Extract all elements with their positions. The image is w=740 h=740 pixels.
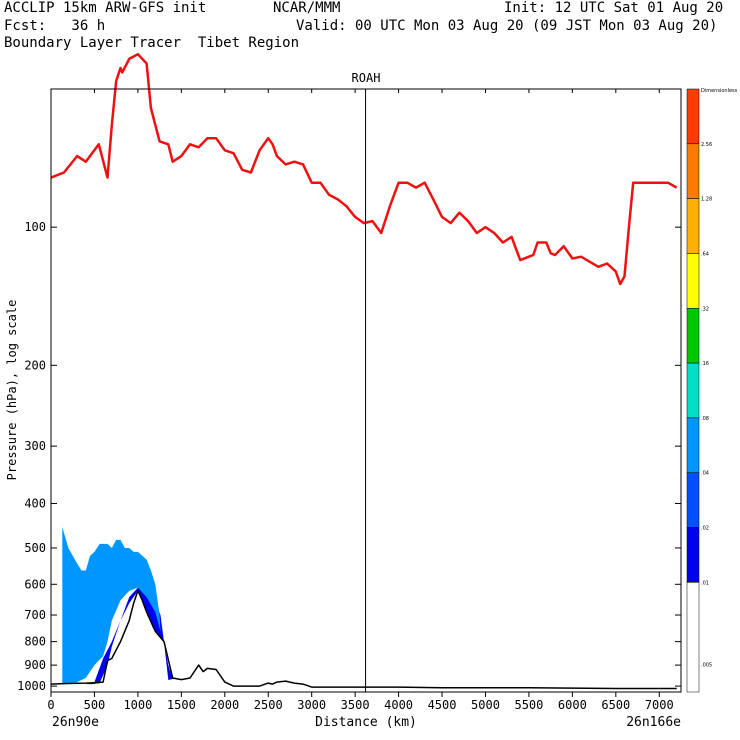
x-tick-label-1000: 1000 xyxy=(123,698,152,712)
x-tick-label-500: 500 xyxy=(84,698,106,712)
colorbar-level-5: .08 xyxy=(701,416,709,422)
x-tick-label-4500: 4500 xyxy=(428,698,457,712)
colorbar-swatch-2 xyxy=(686,198,700,254)
x-tick-label-6000: 6000 xyxy=(558,698,587,712)
y-tick-label-600: 600 xyxy=(24,577,46,591)
colorbar-swatch-9 xyxy=(686,582,700,693)
x-tick-label-4000: 4000 xyxy=(384,698,413,712)
colorbar: Dimensionless 2.56 1.28 .64 .32 .16 .08 .04 .02.… xyxy=(686,88,738,693)
x-tick-label-2500: 2500 xyxy=(254,698,283,712)
colorbar-swatch-1 xyxy=(686,143,700,199)
y-tick-label-500: 500 xyxy=(24,541,46,555)
x-tick-label-6500: 6500 xyxy=(601,698,630,712)
x-tick-label-5500: 5500 xyxy=(514,698,543,712)
x-start-location: 26n90e xyxy=(52,715,99,730)
field-description: Boundary Layer Tracer Tibet Region xyxy=(4,35,300,51)
colorbar-level-3: .32 xyxy=(701,306,709,312)
y-tick-label-300: 300 xyxy=(24,439,46,453)
x-tick-label-2000: 2000 xyxy=(210,698,239,712)
colorbar-title: Dimensionless xyxy=(701,88,738,94)
valid-time: Valid: 00 UTC Mon 03 Aug 20 (09 JST Mon … xyxy=(296,18,718,34)
y-tick-label-800: 800 xyxy=(24,635,46,649)
colorbar-swatch-3 xyxy=(686,253,700,309)
colorbar-swatch-0 xyxy=(686,88,700,145)
x-tick-label-3500: 3500 xyxy=(341,698,370,712)
y-tick-label-900: 900 xyxy=(24,658,46,672)
x-tick-label-5000: 5000 xyxy=(471,698,500,712)
colorbar-level-0: 2.56 xyxy=(701,142,712,148)
x-tick-label-3000: 3000 xyxy=(297,698,326,712)
y-tick-label-100: 100 xyxy=(24,220,46,234)
y-tick-label-1000: 1000 xyxy=(17,679,46,693)
colorbar-swatch-7 xyxy=(686,472,700,528)
init-time: Init: 12 UTC Sat 01 Aug 20 xyxy=(504,0,724,16)
y-tick-label-700: 700 xyxy=(24,608,46,622)
colorbar-level-2: .64 xyxy=(701,251,709,257)
model-title: ACCLIP 15km ARW-GFS init xyxy=(4,0,207,16)
tracer-region-1 xyxy=(62,526,161,684)
y-axis: 100 200 300 400 500 600 700 800 900 1000 xyxy=(17,220,681,693)
terrain-line xyxy=(50,590,677,690)
x-tick-label-0: 0 xyxy=(47,698,54,712)
colorbar-swatch-6 xyxy=(686,417,700,473)
tropopause-line xyxy=(50,52,678,286)
colorbar-level-7: .02 xyxy=(701,526,709,532)
colorbar-swatch-4 xyxy=(686,308,700,364)
colorbar-swatch-8 xyxy=(686,527,700,583)
colorbar-level-6: .04 xyxy=(701,471,709,477)
x-end-location: 26n166e xyxy=(626,715,681,730)
colorbar-level-1: 1.28 xyxy=(701,197,712,203)
colorbar-swatch-5 xyxy=(686,362,700,419)
profile-lines xyxy=(50,52,678,690)
colorbar-level-9: .005 xyxy=(701,663,712,669)
x-axis: 0 500 1000 1500 2000 2500 3000 3500 4000 4500 5000… xyxy=(47,89,674,712)
organization-label: NCAR/MMM xyxy=(273,0,341,16)
y-tick-label-200: 200 xyxy=(24,358,46,372)
y-tick-label-400: 400 xyxy=(24,496,46,510)
y-axis-label: Pressure (hPa), log scale xyxy=(5,300,19,481)
forecast-hour: Fcst: 36 h xyxy=(4,18,106,34)
tracer-fields xyxy=(62,526,173,685)
x-axis-label: Distance (km) xyxy=(315,715,417,730)
chart-title: ROAH xyxy=(352,71,381,85)
colorbar-level-4: .16 xyxy=(701,361,709,367)
x-tick-label-7000: 7000 xyxy=(645,698,674,712)
x-tick-label-1500: 1500 xyxy=(167,698,196,712)
colorbar-level-8: .01 xyxy=(701,580,709,586)
